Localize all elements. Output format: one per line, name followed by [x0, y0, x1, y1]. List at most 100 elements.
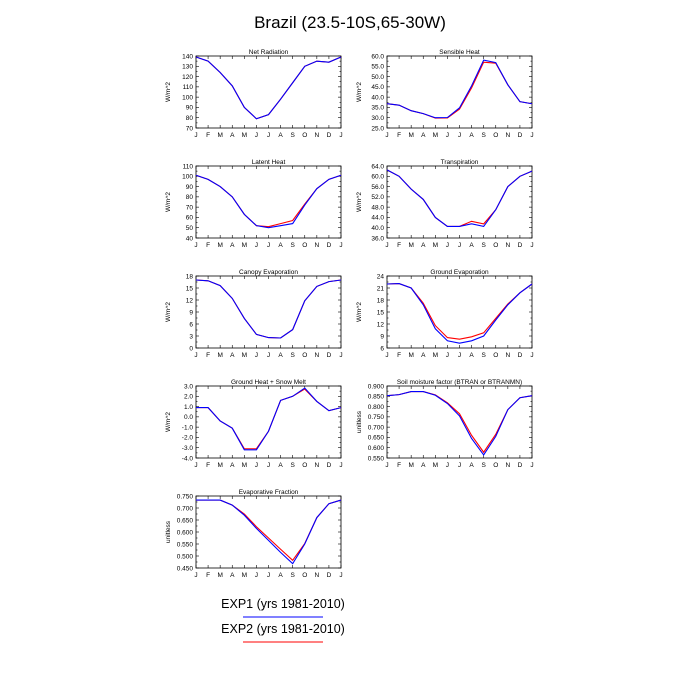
y-tick-label: 40.0 [371, 94, 384, 101]
panel-9: Evaporative Fraction 0.450 0.500 0.550 0.600… [165, 489, 343, 579]
x-tick-label: M [217, 352, 222, 359]
x-tick-label: D [327, 462, 332, 469]
series-line-exp1 [386, 169, 533, 228]
x-tick-label: A [469, 242, 474, 249]
y-axis-label: W/m^2 [165, 192, 172, 212]
y-tick-label: 3 [189, 333, 193, 340]
x-tick-label: J [385, 352, 388, 359]
legend: EXP1 (yrs 1981-2010) EXP2 (yrs 1981-2010) [221, 597, 345, 643]
x-tick-label: A [278, 132, 283, 139]
y-tick-label: 100 [182, 94, 193, 101]
x-tick-label: J [446, 462, 449, 469]
y-tick-label: 1.0 [184, 404, 193, 411]
x-tick-label: F [397, 352, 401, 359]
y-tick-label: 0.550 [368, 455, 385, 462]
x-tick-label: J [339, 242, 342, 249]
plot-frame [386, 385, 533, 459]
x-tick-label: J [255, 352, 258, 359]
y-tick-label: 40 [186, 235, 194, 242]
figure-title: Brazil (23.5-10S,65-30W) [254, 13, 446, 32]
x-tick-label: M [217, 242, 222, 249]
y-tick-label: 60.0 [371, 174, 384, 181]
x-tick-label: O [493, 132, 498, 139]
plot-frame [195, 385, 342, 459]
y-tick-label: 110 [183, 84, 194, 91]
y-tick-label: 30.0 [371, 115, 384, 122]
panel-title: Ground Heat + Snow Melt [231, 379, 306, 386]
x-tick-label: J [255, 462, 258, 469]
x-tick-label: J [194, 572, 197, 579]
x-tick-label: S [290, 352, 295, 359]
panel-2: Sensible Heat 25.0 30.0 35.0 40.0 45.0 50.0 55.… [356, 49, 534, 139]
y-tick-label: -1.0 [182, 424, 194, 431]
y-tick-label: 80 [186, 115, 194, 122]
x-tick-label: S [481, 242, 486, 249]
y-tick-label: 35.0 [371, 105, 384, 112]
x-tick-label: M [217, 132, 222, 139]
x-tick-label: F [397, 132, 401, 139]
x-tick-label: A [278, 352, 283, 359]
x-tick-label: A [469, 132, 474, 139]
y-tick-label: 25.0 [371, 125, 384, 132]
x-tick-label: D [327, 132, 332, 139]
x-tick-label: M [242, 132, 247, 139]
y-tick-label: 18 [377, 297, 385, 304]
x-tick-label: M [433, 242, 438, 249]
y-tick-label: 60.0 [371, 53, 384, 60]
y-tick-label: 9 [380, 333, 384, 340]
x-tick-label: O [302, 572, 307, 579]
series-line-exp1 [196, 499, 342, 565]
x-tick-label: J [530, 462, 533, 469]
y-tick-label: 140 [182, 53, 193, 60]
y-axis-label: W/m^2 [165, 302, 172, 322]
x-tick-label: J [458, 352, 461, 359]
x-tick-label: J [339, 132, 342, 139]
y-tick-label: 15 [186, 285, 194, 292]
x-tick-label: M [433, 462, 438, 469]
y-tick-label: 3.0 [184, 383, 193, 390]
x-tick-label: A [421, 352, 426, 359]
x-tick-label: M [217, 462, 222, 469]
x-tick-label: S [290, 242, 295, 249]
series-line-exp2 [386, 283, 533, 340]
y-tick-label: 56.0 [371, 184, 384, 191]
x-tick-label: A [278, 242, 283, 249]
y-axis-label: unitless [356, 410, 363, 433]
x-tick-label: D [518, 132, 523, 139]
x-tick-label: M [242, 242, 247, 249]
x-tick-label: D [518, 242, 523, 249]
y-tick-label: 24 [377, 273, 385, 280]
y-tick-label: 0.900 [368, 383, 385, 390]
x-tick-label: J [530, 352, 533, 359]
y-tick-label: 50.0 [371, 74, 384, 81]
y-tick-label: 48.0 [371, 204, 384, 211]
x-tick-label: J [255, 132, 258, 139]
x-tick-label: A [230, 242, 235, 249]
x-tick-label: O [302, 132, 307, 139]
x-tick-label: A [469, 462, 474, 469]
y-tick-label: 0.650 [368, 435, 385, 442]
y-tick-label: 15 [377, 309, 385, 316]
panel-title: Evaporative Fraction [239, 489, 299, 496]
x-tick-label: M [242, 352, 247, 359]
x-tick-label: N [314, 462, 319, 469]
x-tick-label: M [433, 352, 438, 359]
y-tick-label: 0.600 [177, 529, 194, 536]
y-tick-label: -3.0 [182, 445, 194, 452]
x-tick-label: D [327, 572, 332, 579]
x-tick-label: M [217, 572, 222, 579]
y-tick-label: 12 [377, 321, 385, 328]
x-tick-label: J [255, 572, 258, 579]
x-tick-label: M [408, 462, 413, 469]
x-tick-label: F [206, 462, 210, 469]
y-tick-label: 52.0 [371, 194, 384, 201]
y-tick-label: 130 [182, 64, 193, 71]
x-tick-label: N [505, 132, 510, 139]
y-tick-label: 90 [186, 184, 194, 191]
series-line-exp1 [195, 56, 342, 120]
y-tick-label: 0.600 [368, 445, 385, 452]
y-tick-label: 6 [380, 345, 384, 352]
